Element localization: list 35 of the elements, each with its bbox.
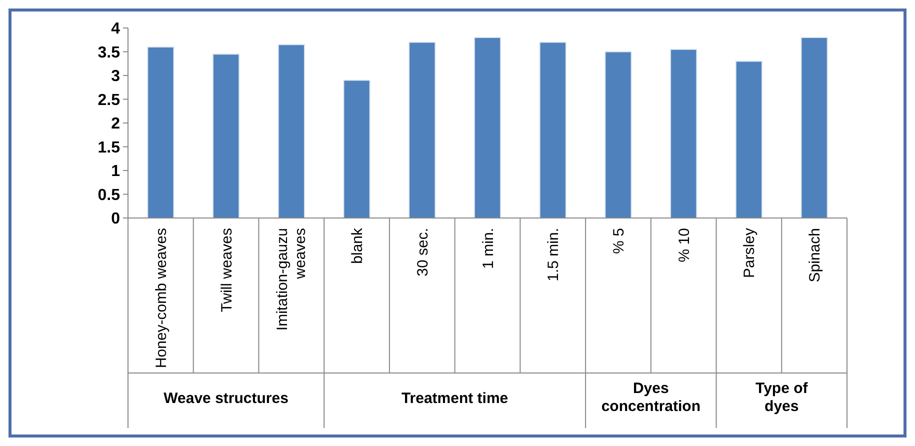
y-tick-label: 3	[111, 68, 120, 86]
bar	[474, 37, 502, 218]
x-tick-label: blank	[349, 228, 366, 264]
y-tick-label: 4	[111, 20, 120, 38]
y-tick-label: 2.5	[98, 92, 120, 109]
x-tick-label: 1 min.	[480, 228, 497, 269]
y-tick-label: 0.5	[98, 186, 120, 204]
text: Weave structures	[164, 390, 288, 407]
bar	[408, 42, 436, 218]
bar	[343, 80, 370, 218]
x-tick-label: Twill weaves	[218, 228, 236, 312]
y-tick-label: 1.5	[98, 139, 120, 156]
x-tick-label: % 5	[610, 228, 628, 254]
x-tick-label: 1.5 min.	[545, 228, 562, 282]
text: Dyes concentration	[601, 380, 701, 415]
text: Type of dyes	[756, 380, 809, 415]
y-tick-label: 2	[111, 116, 120, 133]
bar	[539, 42, 566, 218]
bar	[670, 48, 698, 218]
x-tick-label: Imitation-gauzu weaves	[274, 228, 309, 331]
bar	[212, 54, 240, 218]
bar	[800, 37, 828, 218]
text: Treatment time	[401, 390, 508, 407]
y-tick-label: 3.5	[98, 44, 120, 62]
x-tick-label: Parsley	[741, 228, 758, 278]
x-tick-label: Honey-comb weaves	[152, 228, 170, 368]
bar	[604, 51, 632, 218]
bar	[147, 46, 174, 218]
y-tick-label: 0	[111, 210, 120, 228]
y-tick-label: 1	[111, 163, 120, 180]
bar	[278, 44, 305, 218]
x-tick-label: 30 sec.	[414, 228, 432, 276]
x-tick-label: % 10	[676, 228, 693, 262]
x-tick-label: Spinach	[806, 228, 824, 282]
bar	[735, 60, 763, 218]
